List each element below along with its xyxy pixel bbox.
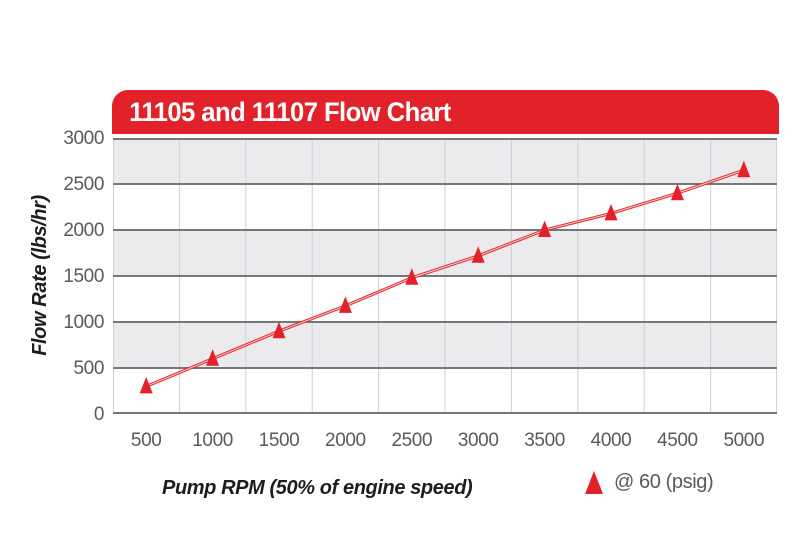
- y-tick-label: 1000: [63, 312, 104, 333]
- y-tick-label: 2000: [63, 220, 104, 241]
- x-tick-label: 5000: [723, 430, 765, 451]
- x-tick-label: 4000: [590, 430, 632, 451]
- x-tick-label: 1500: [258, 430, 300, 451]
- y-tick-label: 2500: [63, 174, 104, 195]
- x-tick-label: 2000: [325, 430, 366, 451]
- y-tick-label: 1500: [63, 266, 104, 287]
- y-tick-label: 500: [73, 358, 104, 379]
- chart-title-bar: 11105 and 11107 Flow Chart: [112, 90, 779, 134]
- y-tick-label: 0: [93, 404, 105, 425]
- x-tick-label: 3500: [524, 430, 565, 451]
- legend-triangle-icon: [585, 470, 603, 494]
- x-tick-label: 3000: [457, 430, 499, 451]
- x-tick-label: 1000: [192, 430, 233, 451]
- x-tick-label: 500: [130, 430, 162, 451]
- x-tick-label: 4500: [657, 430, 698, 451]
- legend-label: @ 60 (psig): [614, 470, 714, 493]
- plot-area: [113, 138, 777, 414]
- x-tick-label: 2500: [391, 430, 433, 451]
- flow-chart-plot: [113, 138, 777, 414]
- y-tick-label: 3000: [63, 128, 104, 149]
- legend: @ 60 (psig): [585, 469, 714, 495]
- chart-title: 11105 and 11107 Flow Chart: [129, 96, 451, 127]
- x-axis-title: Pump RPM (50% of engine speed): [162, 477, 473, 499]
